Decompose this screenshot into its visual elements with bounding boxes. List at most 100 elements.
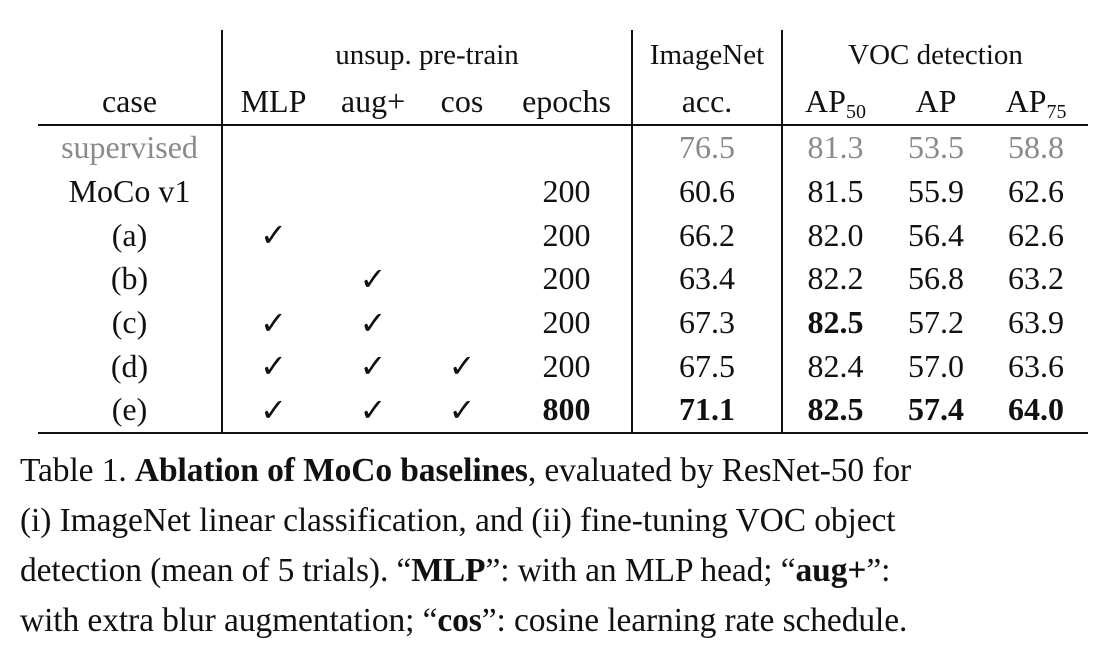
cell-ap75: 58.8 (1008, 129, 1065, 166)
header-case: case (38, 74, 222, 126)
cell-epochs: 200 (542, 173, 591, 210)
cell-acc: 67.5 (631, 344, 782, 389)
caption-text: ”: with an MLP head; “ (485, 552, 796, 589)
caption-text: detection (mean of 5 trials). “ (20, 552, 412, 589)
cell-ap50: 82.0 (781, 213, 888, 258)
caption-line-4: with extra blur augmentation; “cos”: cos… (20, 596, 1105, 646)
caption-text: ”: cosine learning rate schedule. (481, 602, 908, 639)
cell-ap75: 62.6 (1008, 173, 1065, 210)
header-group-imagenet: ImageNet (631, 30, 782, 74)
cell-ap: 56.8 (908, 260, 964, 297)
table-row: (e) ✓ ✓ ✓ 800 71.1 82.5 57.4 64.0 (38, 388, 1089, 434)
cell-acc: 60.6 (631, 169, 782, 214)
caption-term-cos: cos (437, 602, 482, 639)
cell-cos (422, 170, 502, 214)
cell-aug: ✓ (324, 388, 422, 434)
cell-mlp: ✓ (221, 213, 324, 258)
cell-epochs: 200 (542, 304, 591, 341)
header-ap: AP (888, 74, 984, 126)
table-row: (c) ✓ ✓ 200 67.3 82.5 57.2 63.9 (38, 300, 1088, 345)
caption-term-aug: aug+ (795, 552, 867, 589)
header-mlp: MLP (221, 74, 324, 126)
cell-aug: ✓ (359, 259, 387, 298)
table-row: (d) ✓ ✓ ✓ 200 67.5 82.4 57.0 63.6 (38, 344, 1088, 389)
cell-ap50: 82.4 (781, 344, 888, 389)
cell-mlp (221, 169, 324, 214)
cell-ap: 57.4 (888, 388, 984, 434)
caption-line-3: detection (mean of 5 trials). “MLP”: wit… (20, 546, 1105, 596)
cell-mlp: ✓ (221, 344, 324, 389)
cell-epochs: 800 (502, 388, 632, 434)
cell-case: (c) (111, 304, 148, 341)
cell-epochs: 200 (542, 347, 591, 384)
caption-text: with extra blur augmentation; “ (20, 602, 438, 639)
cell-ap50: 81.5 (781, 169, 888, 214)
cell-ap75: 63.2 (1008, 260, 1065, 297)
cell-ap: 56.4 (908, 216, 964, 253)
cell-mlp: ✓ (221, 388, 324, 434)
cell-case: supervised (61, 129, 198, 166)
cell-ap75: 64.0 (984, 388, 1089, 434)
cell-aug (324, 213, 422, 257)
cell-acc: 66.2 (631, 213, 782, 258)
cell-mlp (221, 125, 324, 170)
cell-cos (422, 213, 502, 257)
cell-case: MoCo v1 (68, 173, 191, 210)
caption-text: , evaluated by ResNet-50 for (527, 452, 912, 489)
caption-line-1: Table 1. Ablation of MoCo baselines, eva… (20, 446, 1105, 496)
cell-epochs: 200 (542, 260, 591, 297)
caption-line-2: (i) ImageNet linear classification, and … (20, 496, 1105, 546)
cell-ap50: 81.3 (781, 125, 888, 170)
cell-case: (e) (38, 388, 222, 434)
header-aug: aug+ (324, 74, 422, 126)
header-column-row: case MLP aug+ cos epochs acc. AP50 AP AP… (38, 74, 1089, 126)
cell-ap50: 82.2 (781, 257, 888, 301)
table-row: (a) ✓ 200 66.2 82.0 56.4 62.6 (38, 213, 1088, 258)
cell-aug (324, 170, 422, 214)
cell-cos: ✓ (448, 347, 476, 386)
header-ap75-base: AP (1005, 83, 1047, 119)
cell-ap50: 82.5 (781, 300, 888, 345)
cell-acc: 63.4 (631, 257, 782, 301)
cell-case: (a) (111, 216, 148, 253)
header-group-unsup: unsup. pre-train (221, 30, 632, 74)
header-epochs: epochs (502, 74, 632, 126)
ablation-table: unsup. pre-train ImageNet VOC detection … (38, 30, 1089, 434)
cell-cos (422, 257, 502, 301)
header-group-voc: VOC detection (780, 30, 1089, 74)
cell-ap: 57.0 (908, 347, 964, 384)
cell-case: (d) (110, 347, 149, 384)
header-group-row: unsup. pre-train ImageNet VOC detection (38, 30, 1089, 74)
caption-term-mlp: MLP (411, 552, 486, 589)
cell-ap: 53.5 (908, 129, 964, 166)
cell-ap75: 63.9 (1008, 304, 1065, 341)
table-row: MoCo v1 200 60.6 81.5 55.9 62.6 (38, 169, 1088, 214)
table-caption: Table 1. Ablation of MoCo baselines, eva… (20, 446, 1105, 646)
caption-text: ”: (866, 552, 891, 589)
caption-text: (i) ImageNet linear classification, and … (20, 502, 896, 539)
header-ap50-sub: 50 (845, 101, 866, 123)
cell-aug: ✓ (359, 347, 387, 386)
cell-acc: 67.3 (631, 300, 782, 345)
cell-epochs (502, 125, 632, 170)
table-row: supervised 76.5 81.3 53.5 58.8 (38, 125, 1088, 170)
header-ap50-base: AP (805, 83, 846, 119)
cell-cos (422, 125, 502, 170)
header-group-empty (38, 30, 222, 74)
cell-acc: 76.5 (631, 125, 782, 170)
header-cos: cos (422, 74, 502, 126)
cell-aug (324, 125, 422, 170)
header-acc: acc. (631, 74, 782, 126)
header-ap75-sub: 75 (1046, 101, 1067, 123)
cell-ap75: 63.6 (1008, 347, 1065, 384)
cell-ap: 55.9 (908, 173, 964, 210)
table-row: (b) ✓ 200 63.4 82.2 56.8 63.2 (38, 257, 1088, 301)
cell-mlp (221, 257, 324, 301)
header-ap75: AP75 (984, 74, 1089, 126)
cell-ap: 57.2 (908, 304, 964, 341)
cell-cos: ✓ (422, 388, 502, 434)
cell-epochs: 200 (542, 216, 591, 253)
cell-ap50: 82.5 (781, 388, 888, 434)
header-ap50: AP50 (781, 74, 888, 126)
caption-label: Table 1. (20, 452, 135, 489)
